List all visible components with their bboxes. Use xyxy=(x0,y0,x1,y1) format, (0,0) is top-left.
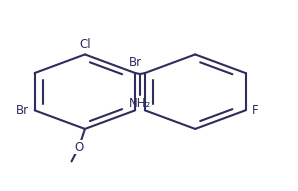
Text: Cl: Cl xyxy=(79,38,91,51)
Text: NH₂: NH₂ xyxy=(129,97,151,110)
Text: Br: Br xyxy=(15,104,29,117)
Text: F: F xyxy=(252,104,258,117)
Text: Br: Br xyxy=(129,56,142,69)
Text: O: O xyxy=(74,141,84,154)
